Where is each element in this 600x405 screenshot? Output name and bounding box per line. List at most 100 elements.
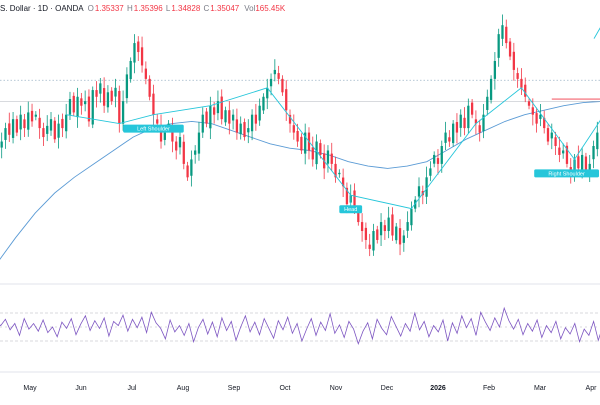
candle[interactable]	[12, 112, 14, 143]
candle[interactable]	[209, 97, 211, 139]
candle-body[interactable]	[547, 128, 549, 141]
candle[interactable]	[141, 37, 143, 73]
candle[interactable]	[498, 29, 500, 67]
candle[interactable]	[596, 122, 598, 156]
candle[interactable]	[395, 223, 397, 244]
candle[interactable]	[224, 107, 226, 126]
candle-body[interactable]	[118, 91, 120, 124]
candle[interactable]	[592, 141, 594, 169]
candle-body[interactable]	[202, 115, 204, 133]
candle[interactable]	[425, 167, 427, 204]
candle[interactable]	[513, 43, 515, 81]
candle[interactable]	[308, 127, 310, 159]
candle-body[interactable]	[331, 154, 333, 164]
candle-body[interactable]	[145, 69, 147, 79]
candle-body[interactable]	[152, 94, 154, 115]
candle-body[interactable]	[175, 142, 177, 151]
candle-body[interactable]	[232, 115, 234, 121]
candle[interactable]	[365, 223, 367, 249]
candle[interactable]	[334, 157, 336, 183]
candle[interactable]	[444, 122, 446, 150]
candle[interactable]	[262, 93, 264, 114]
candle[interactable]	[285, 80, 287, 121]
candle-body[interactable]	[88, 97, 90, 122]
candle-body[interactable]	[429, 168, 431, 175]
candle-body[interactable]	[452, 124, 454, 143]
candle-body[interactable]	[35, 115, 37, 117]
candle[interactable]	[4, 123, 6, 149]
candle-body[interactable]	[535, 113, 537, 124]
candle[interactable]	[277, 66, 279, 84]
candle-body[interactable]	[456, 122, 458, 133]
candle[interactable]	[61, 114, 63, 137]
candle-body[interactable]	[418, 186, 420, 196]
candle[interactable]	[281, 75, 283, 96]
candle-body[interactable]	[221, 97, 223, 120]
candle[interactable]	[372, 224, 374, 256]
candle-body[interactable]	[437, 158, 439, 164]
candle[interactable]	[95, 81, 97, 107]
candle[interactable]	[183, 135, 185, 170]
candle[interactable]	[16, 116, 18, 137]
candle[interactable]	[46, 115, 48, 141]
candle-body[interactable]	[528, 101, 530, 105]
candle-body[interactable]	[224, 110, 226, 122]
candle[interactable]	[186, 162, 188, 181]
candle[interactable]	[289, 110, 291, 133]
candle-body[interactable]	[444, 133, 446, 143]
candle-body[interactable]	[410, 209, 412, 226]
candle[interactable]	[460, 109, 462, 137]
candle[interactable]	[429, 161, 431, 181]
candle-body[interactable]	[251, 115, 253, 132]
candle-body[interactable]	[539, 115, 541, 119]
candle-body[interactable]	[376, 229, 378, 240]
candle[interactable]	[274, 59, 276, 81]
candle-body[interactable]	[369, 245, 371, 249]
candle-body[interactable]	[194, 150, 196, 154]
candle[interactable]	[517, 68, 519, 88]
candle[interactable]	[456, 113, 458, 143]
candle[interactable]	[452, 120, 454, 147]
candle-body[interactable]	[558, 148, 560, 155]
candle[interactable]	[259, 99, 261, 126]
candle-body[interactable]	[126, 74, 128, 98]
candle[interactable]	[437, 149, 439, 175]
candle[interactable]	[479, 120, 481, 142]
candle-body[interactable]	[80, 98, 82, 105]
candle[interactable]	[240, 116, 242, 139]
candle-body[interactable]	[357, 212, 359, 222]
candlesticks[interactable]	[0, 14, 600, 256]
candle[interactable]	[103, 77, 105, 113]
candle[interactable]	[403, 230, 405, 252]
candle[interactable]	[130, 57, 132, 82]
candle[interactable]	[57, 115, 59, 149]
candle[interactable]	[217, 91, 219, 121]
candle[interactable]	[494, 52, 496, 90]
candle-body[interactable]	[186, 165, 188, 177]
rsi-line[interactable]	[0, 308, 600, 344]
candle-body[interactable]	[501, 25, 503, 39]
candle[interactable]	[247, 119, 249, 143]
candle-body[interactable]	[209, 106, 211, 129]
candle[interactable]	[410, 201, 412, 230]
candle-body[interactable]	[441, 146, 443, 164]
candle[interactable]	[251, 109, 253, 140]
candle-body[interactable]	[532, 107, 534, 114]
candle-body[interactable]	[463, 118, 465, 128]
candle-body[interactable]	[433, 155, 435, 164]
candle[interactable]	[520, 68, 522, 95]
candle-body[interactable]	[76, 97, 78, 117]
candle-body[interactable]	[236, 119, 238, 132]
candle[interactable]	[80, 93, 82, 115]
candle-body[interactable]	[380, 222, 382, 235]
candle-body[interactable]	[23, 119, 25, 128]
candle-body[interactable]	[524, 85, 526, 97]
candle-body[interactable]	[228, 110, 230, 123]
candle-body[interactable]	[293, 125, 295, 132]
candle-body[interactable]	[12, 119, 14, 138]
candle[interactable]	[137, 36, 139, 61]
candle[interactable]	[23, 114, 25, 137]
candle[interactable]	[338, 169, 340, 178]
